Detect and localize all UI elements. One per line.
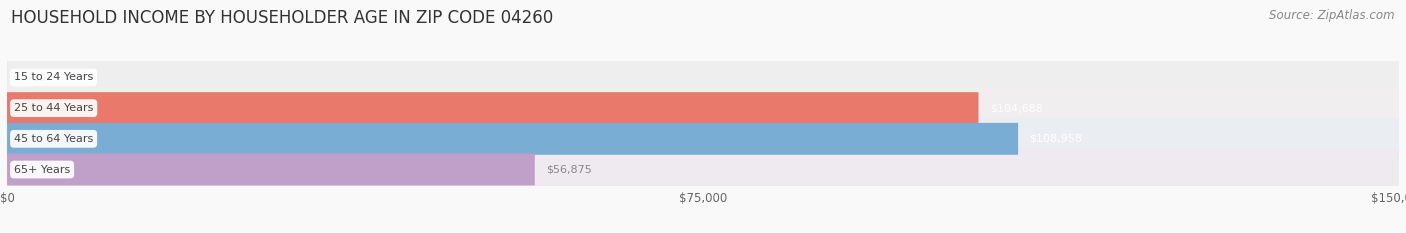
FancyBboxPatch shape <box>7 56 1399 99</box>
FancyBboxPatch shape <box>7 87 1399 130</box>
Text: $104,688: $104,688 <box>990 103 1042 113</box>
Text: $56,875: $56,875 <box>546 164 592 175</box>
Text: Source: ZipAtlas.com: Source: ZipAtlas.com <box>1270 9 1395 22</box>
Text: 25 to 44 Years: 25 to 44 Years <box>14 103 93 113</box>
FancyBboxPatch shape <box>7 123 1018 155</box>
Text: $108,958: $108,958 <box>1029 134 1083 144</box>
FancyBboxPatch shape <box>7 117 1399 160</box>
FancyBboxPatch shape <box>7 92 979 124</box>
FancyBboxPatch shape <box>7 154 534 185</box>
Text: 15 to 24 Years: 15 to 24 Years <box>14 72 93 82</box>
Text: HOUSEHOLD INCOME BY HOUSEHOLDER AGE IN ZIP CODE 04260: HOUSEHOLD INCOME BY HOUSEHOLDER AGE IN Z… <box>11 9 554 27</box>
FancyBboxPatch shape <box>7 148 1399 191</box>
Text: 65+ Years: 65+ Years <box>14 164 70 175</box>
Text: 45 to 64 Years: 45 to 64 Years <box>14 134 93 144</box>
Text: $0: $0 <box>32 72 46 82</box>
